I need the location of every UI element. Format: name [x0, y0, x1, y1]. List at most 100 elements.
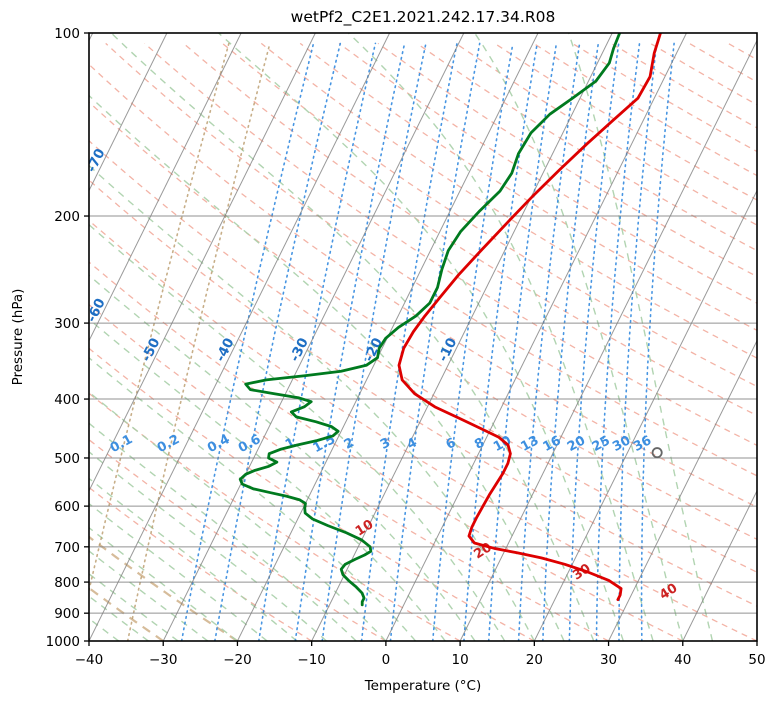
chart-title-group: wetPf2_C2E1.2021.242.17.34.R08 [291, 8, 556, 27]
lcl-marker-group [651, 447, 663, 459]
moist-adiabat [347, 33, 654, 641]
x-tick-label: 10 [452, 652, 469, 668]
mixing-ratio-line [640, 42, 675, 641]
moist-adiabat [89, 164, 535, 641]
mixing-ratio-line [568, 42, 620, 641]
x-tick-label: −40 [75, 652, 104, 668]
mixing-ratio-line [463, 42, 538, 641]
moist-adiabat [474, 33, 684, 641]
moist-adiabat [89, 502, 268, 641]
dry-adiabat [338, 42, 757, 304]
moist-adiabat [89, 595, 149, 641]
mixing-ratio-line [542, 42, 600, 641]
mixing-ratio-line [126, 42, 271, 641]
moist-adiabat [218, 33, 625, 641]
moist-adiabat [89, 318, 446, 641]
axes-frame [88, 32, 758, 642]
dry-adiabat [144, 42, 757, 447]
y-tick-label: 1000 [46, 634, 80, 650]
moist-adiabat [89, 526, 238, 641]
dry-adiabat [89, 261, 684, 641]
chart-title: wetPf2_C2E1.2021.242.17.34.R08 [291, 8, 556, 27]
mixing-ratio-label: 30 [610, 433, 633, 455]
mixing-ratio-line [321, 42, 427, 641]
dry-adiabat [89, 347, 535, 641]
y-tick-label: 500 [54, 451, 80, 467]
isobar-gridlines [89, 33, 757, 641]
dry-adiabat [89, 63, 757, 508]
moist-adiabat [89, 477, 298, 641]
lcl-marker [651, 447, 663, 459]
moist-adiabat [89, 356, 417, 641]
y-axis-group: 100 200 300 400 500 600 700 800 900 1000 Pressure … [10, 26, 89, 650]
moist-adiabat [567, 33, 714, 641]
dry-adiabat [89, 219, 757, 641]
dry-adiabat [299, 42, 757, 332]
dry-adiabat [89, 179, 757, 607]
x-axis-label: Temperature (°C) [364, 678, 482, 694]
dry-adiabat [260, 42, 757, 359]
mixing-ratio-line [89, 42, 230, 594]
x-tick-label: 50 [748, 652, 765, 668]
mixing-ratio-lines [89, 42, 675, 641]
mixing-ratio-line [294, 42, 406, 641]
temperature-line [397, 33, 662, 602]
x-tick-label: −30 [149, 652, 178, 668]
isotherm-line [608, 339, 757, 641]
isotherm-line [162, 33, 465, 641]
x-tick-label: −10 [297, 652, 326, 668]
x-axis-group: −40 −30 −20 −10 0 10 20 30 40 50 Temperature (°C) [75, 641, 766, 694]
x-tick-label: 0 [382, 652, 391, 668]
isotherm-line [89, 33, 168, 192]
mixing-ratio-line [180, 42, 315, 641]
dry-adiabat [183, 42, 757, 417]
x-tick-label: −20 [223, 652, 252, 668]
y-tick-label: 700 [54, 540, 80, 556]
dry-adiabat [89, 438, 387, 641]
isotherm-line [682, 489, 757, 641]
mixing-ratio-line [595, 42, 641, 641]
dry-adiabat [221, 42, 757, 388]
moist-adiabat [89, 450, 327, 641]
x-tick-label: 40 [674, 652, 691, 668]
dewpoint-profile-line [238, 33, 622, 607]
mixing-ratio-label: 16 [541, 433, 564, 455]
isotherm-line [533, 189, 757, 641]
dry-adiabat [105, 42, 757, 477]
mixing-ratio-line [360, 42, 458, 641]
y-tick-label: 800 [54, 575, 80, 591]
x-tick-label: 30 [600, 652, 617, 668]
y-tick-label: 300 [54, 316, 80, 332]
moist-adiabat [89, 94, 565, 641]
moist-adiabat [89, 550, 209, 641]
mixing-ratio-line [517, 42, 581, 641]
mixing-ratio-label: 25 [590, 433, 613, 455]
moist-adiabat [110, 33, 595, 641]
isotherm-line [385, 33, 687, 641]
moist-adiabat [89, 572, 179, 641]
isotherm-line [89, 33, 242, 342]
dry-adiabat [89, 139, 757, 573]
mixing-ratio-label: 20 [565, 433, 588, 455]
dry-adiabat [89, 303, 609, 641]
y-axis-label: Pressure (hPa) [10, 289, 26, 386]
mixing-ratio-line [487, 42, 558, 641]
moist-adiabat [89, 223, 506, 641]
moist-adiabat-lines [89, 33, 714, 641]
dewpoint-line [238, 33, 622, 607]
x-tick-label: 20 [526, 652, 543, 668]
moist-adiabat [89, 422, 357, 641]
y-tick-label: 400 [54, 392, 80, 408]
isotherm-line [89, 33, 391, 641]
mixing-ratio-line [432, 42, 514, 641]
y-tick-label: 100 [54, 26, 80, 42]
y-tick-label: 900 [54, 606, 80, 622]
temperature-profile-line [397, 33, 662, 602]
plot-frame [88, 32, 758, 642]
dry-adiabat-lines [89, 42, 757, 641]
isotherm-line [89, 33, 316, 493]
isotherm-line [459, 39, 757, 641]
